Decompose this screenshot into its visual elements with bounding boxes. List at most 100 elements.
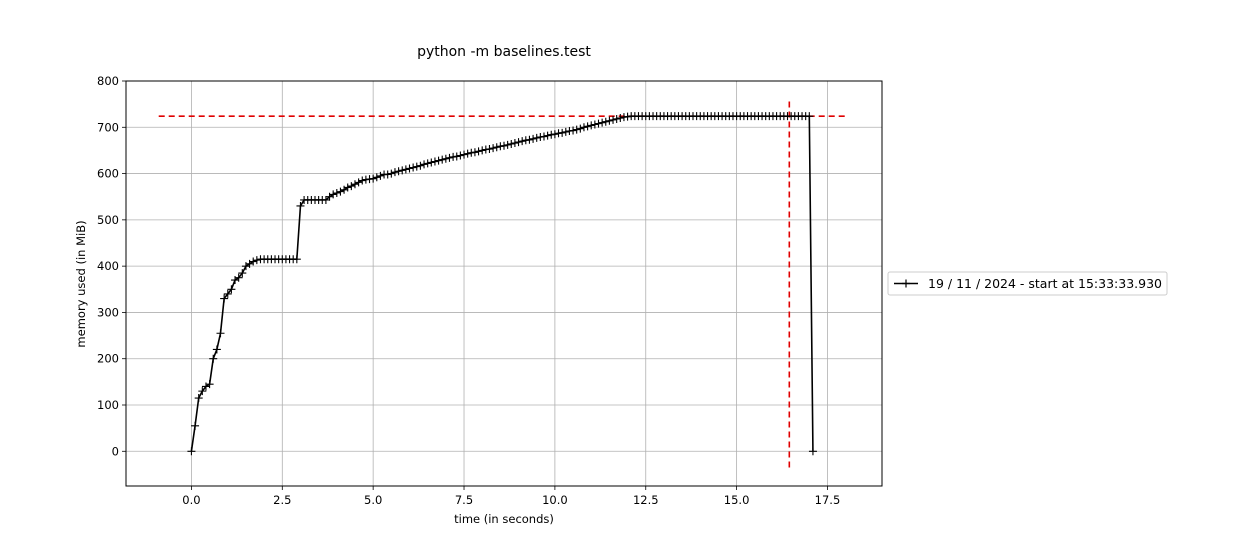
legend-entry-label: 19 / 11 / 2024 - start at 15:33:33.930 xyxy=(928,276,1162,291)
data-point-marker xyxy=(292,255,301,264)
legend: 19 / 11 / 2024 - start at 15:33:33.930 xyxy=(887,271,1168,296)
data-point-marker xyxy=(427,158,436,167)
data-point-marker xyxy=(569,126,578,135)
data-point-marker xyxy=(238,269,247,278)
data-point-marker xyxy=(474,147,483,156)
data-point-marker xyxy=(507,139,516,148)
data-point-marker xyxy=(416,161,425,170)
data-point-marker xyxy=(401,165,410,174)
data-point-marker xyxy=(223,289,232,298)
data-point-marker xyxy=(329,190,338,199)
data-point-marker xyxy=(529,134,538,143)
x-tick-label: 15.0 xyxy=(724,493,750,507)
data-point-marker xyxy=(441,154,450,163)
data-point-marker xyxy=(456,151,465,160)
data-point-marker xyxy=(438,155,447,164)
x-tick-label: 12.5 xyxy=(633,493,659,507)
x-tick-label: 17.5 xyxy=(815,493,841,507)
axes-frame xyxy=(125,80,883,487)
data-point-marker xyxy=(412,162,421,171)
data-point-marker xyxy=(191,421,200,430)
data-point-marker xyxy=(463,149,472,158)
data-point-marker xyxy=(518,137,527,146)
data-point-marker xyxy=(252,256,261,265)
y-tick-label: 0 xyxy=(112,444,119,458)
data-point-marker xyxy=(343,183,352,192)
data-point-marker xyxy=(321,195,330,204)
y-axis-ticks: 0 100 200 300 400 500 600 700 800 xyxy=(97,74,126,458)
y-tick-label: 700 xyxy=(97,120,119,134)
data-point-marker xyxy=(478,146,487,155)
data-point-marker xyxy=(583,122,592,131)
data-point-marker xyxy=(409,163,418,172)
data-point-marker xyxy=(808,447,817,456)
data-point-marker xyxy=(572,125,581,134)
x-axis-label: time (in seconds) xyxy=(454,512,554,526)
data-point-marker xyxy=(405,164,414,173)
data-point-marker xyxy=(605,116,614,125)
data-point-marker xyxy=(612,114,621,123)
data-point-marker xyxy=(492,143,501,152)
data-point-marker xyxy=(187,447,196,456)
y-tick-label: 500 xyxy=(97,213,119,227)
data-point-marker xyxy=(423,159,432,168)
y-tick-label: 400 xyxy=(97,259,119,273)
data-point-marker xyxy=(579,123,588,132)
data-point-marker xyxy=(543,131,552,140)
data-point-marker xyxy=(489,144,498,153)
data-point-marker xyxy=(205,380,214,389)
grid-lines xyxy=(126,80,882,486)
data-point-marker xyxy=(296,201,305,210)
legend-box xyxy=(887,271,1168,296)
data-point-marker xyxy=(398,166,407,175)
x-tick-label: 0.0 xyxy=(182,493,200,507)
y-tick-label: 200 xyxy=(97,352,119,366)
data-point-marker xyxy=(354,178,363,187)
x-tick-label: 10.0 xyxy=(542,493,568,507)
x-tick-label: 5.0 xyxy=(364,493,382,507)
data-point-marker xyxy=(369,174,378,183)
data-point-marker xyxy=(227,285,236,294)
chart-title: python -m baselines.test xyxy=(417,44,591,60)
data-point-marker xyxy=(430,157,439,166)
y-tick-label: 300 xyxy=(97,305,119,319)
data-point-marker xyxy=(220,294,229,303)
data-point-marker xyxy=(452,152,461,161)
data-point-marker xyxy=(336,187,345,196)
data-point-marker xyxy=(194,394,203,403)
data-point-marker xyxy=(216,329,225,338)
data-point-marker xyxy=(387,169,396,178)
x-tick-label: 2.5 xyxy=(273,493,291,507)
data-point-marker xyxy=(358,176,367,185)
data-point-marker xyxy=(445,153,454,162)
y-tick-label: 800 xyxy=(97,74,119,88)
data-point-marker xyxy=(470,148,479,157)
data-point-marker xyxy=(550,130,559,139)
data-point-marker xyxy=(587,121,596,130)
data-point-marker xyxy=(532,133,541,142)
data-point-marker xyxy=(212,345,221,354)
data-point-marker xyxy=(576,124,585,133)
legend-marker-sample xyxy=(902,279,910,288)
data-point-marker xyxy=(609,115,618,124)
data-point-marker xyxy=(390,168,399,177)
data-point-marker xyxy=(503,140,512,149)
data-point-marker xyxy=(234,273,243,282)
data-point-marker xyxy=(616,114,625,123)
data-point-marker xyxy=(347,182,356,191)
data-point-marker xyxy=(510,139,519,148)
data-point-marker xyxy=(500,141,508,150)
data-point-marker xyxy=(485,145,494,154)
data-point-marker xyxy=(525,135,534,144)
plot-area xyxy=(158,98,846,468)
data-point-marker xyxy=(209,354,218,363)
data-point-marker xyxy=(372,173,381,182)
data-point-marker xyxy=(434,156,443,165)
data-point-marker xyxy=(514,138,523,147)
data-point-marker xyxy=(394,167,403,176)
data-point-marker xyxy=(249,257,258,266)
y-axis-label: memory used (in MiB) xyxy=(74,220,88,347)
x-axis-ticks: 0.0 2.5 5.0 7.5 10.0 12.5 15.0 17.5 xyxy=(182,486,840,507)
data-point-marker xyxy=(598,118,607,127)
